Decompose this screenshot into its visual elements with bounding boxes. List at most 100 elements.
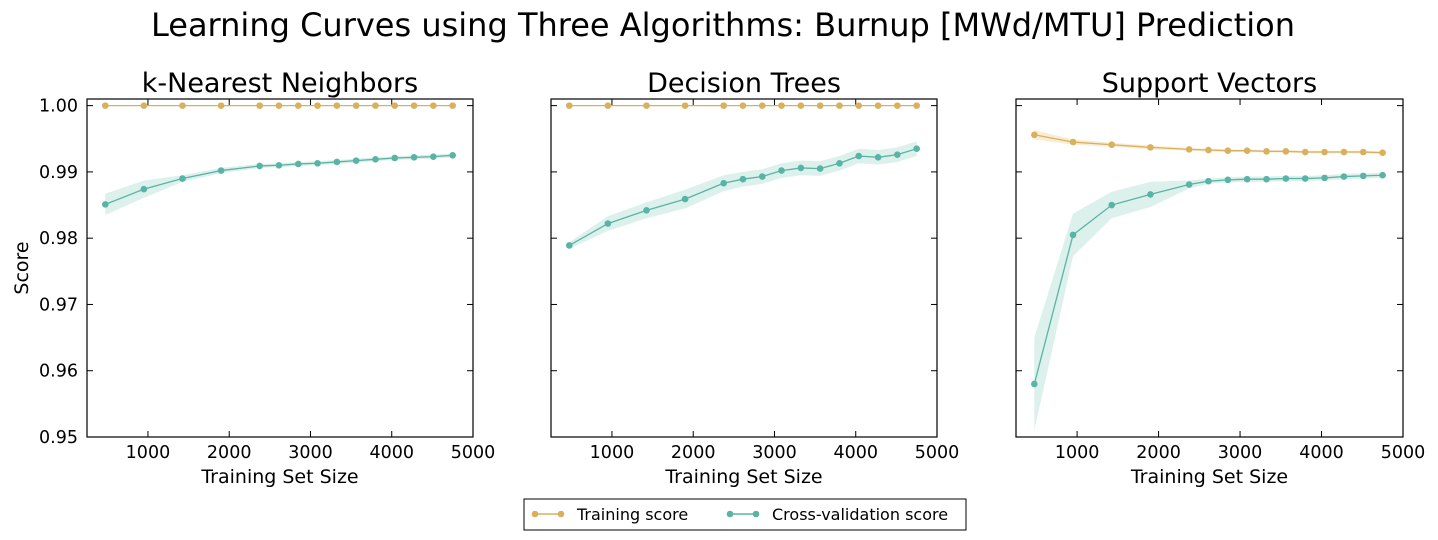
data-point [1282, 175, 1290, 182]
data-point [1224, 176, 1232, 184]
data-point [275, 161, 283, 169]
data-point [1147, 191, 1154, 198]
data-point [352, 102, 360, 109]
data-point [894, 102, 901, 109]
panel-knn: k-Nearest Neighbors 1000 2000 3000 4000 5000 0… [11, 68, 495, 488]
data-point [391, 102, 399, 109]
data-point [855, 152, 863, 160]
data-point [1205, 177, 1212, 185]
x-tick-label: 2000 [671, 443, 716, 463]
data-point [816, 102, 824, 109]
data-point [1185, 181, 1193, 188]
data-point [256, 102, 263, 109]
data-point [1185, 146, 1193, 153]
x-axis-label: Training Set Size [1130, 466, 1288, 488]
x-tick-label: 4000 [833, 443, 878, 463]
data-point [1359, 172, 1367, 180]
data-point [604, 102, 612, 109]
data-point [1263, 148, 1270, 155]
x-tick-label: 1000 [590, 443, 635, 463]
data-point [720, 102, 727, 109]
data-point [1031, 131, 1038, 139]
subplot-title: k-Nearest Neighbors [142, 68, 418, 99]
data-point [140, 102, 148, 109]
data-point [1282, 148, 1290, 155]
y-axis-label: Score [11, 241, 33, 294]
data-point [758, 102, 766, 109]
data-point [101, 102, 109, 109]
data-point [643, 207, 650, 214]
data-point [140, 185, 148, 193]
legend-cv-marker [726, 510, 734, 518]
y-tick-label: 0.95 [39, 428, 78, 448]
data-point [758, 173, 766, 180]
data-point [333, 158, 341, 166]
data-point [314, 159, 321, 167]
data-point [1321, 174, 1328, 182]
data-point [1340, 173, 1348, 180]
data-point [410, 154, 418, 161]
y-tick-label: 0.98 [39, 229, 78, 249]
axes-frame [86, 98, 474, 438]
data-point [739, 102, 747, 109]
x-axis-label: Training Set Size [664, 466, 822, 488]
data-point [256, 162, 263, 170]
data-point [797, 164, 805, 172]
data-point [275, 102, 283, 109]
figure-title: Learning Curves using Three Algorithms: … [151, 6, 1295, 44]
data-point [681, 195, 689, 203]
panel-support-vectors: Support Vectors 1000 2000 3000 4000 5000 Train… [1015, 68, 1425, 488]
data-point [391, 154, 399, 162]
legend: Training score Cross-validation score [523, 498, 967, 531]
x-tick-label: 1000 [1055, 443, 1100, 463]
panel-decision-trees: Decision Trees 1000 2000 3000 4000 5000 Traini… [550, 68, 959, 488]
data-point [217, 102, 225, 109]
data-point [294, 102, 302, 109]
data-point [294, 160, 302, 168]
data-point [333, 102, 341, 109]
data-point [1243, 175, 1251, 183]
x-tick-label: 2000 [1136, 443, 1181, 463]
legend-training-label: Training score [576, 505, 688, 524]
data-point [1301, 148, 1309, 156]
data-point [874, 102, 882, 109]
legend-cv-label: Cross-validation score [772, 505, 948, 524]
legend-cv-marker [752, 510, 760, 518]
data-point [217, 167, 225, 174]
y-tick-label: 1.00 [39, 97, 78, 117]
data-point [565, 102, 573, 109]
data-point [913, 102, 920, 109]
axes-frame [1015, 98, 1404, 438]
data-point [372, 102, 379, 109]
data-point [449, 102, 456, 109]
data-point [1321, 148, 1328, 156]
x-tick-label: 3000 [288, 443, 333, 463]
data-point [430, 102, 437, 109]
subplot-title: Support Vectors [1102, 68, 1317, 99]
data-point [894, 151, 901, 158]
data-point [836, 102, 843, 109]
data-point [1263, 175, 1270, 183]
data-point [1224, 147, 1232, 154]
data-point [643, 102, 650, 109]
data-point [816, 165, 824, 172]
x-tick-label: 3000 [752, 443, 797, 463]
data-point [778, 167, 785, 174]
x-axis-label: Training Set Size [200, 466, 358, 488]
data-point [913, 145, 920, 153]
legend-training-marker [557, 510, 565, 518]
data-point [314, 102, 321, 109]
data-point [1147, 144, 1154, 151]
y-tick-label: 0.97 [39, 295, 78, 315]
data-point [681, 102, 689, 109]
data-point [836, 159, 843, 167]
data-point [1340, 148, 1348, 156]
data-point [1379, 171, 1386, 179]
x-tick-label: 4000 [369, 443, 414, 463]
data-point [372, 156, 379, 163]
data-point [430, 153, 437, 160]
data-point [855, 102, 863, 109]
data-point [604, 220, 612, 227]
data-point [179, 102, 186, 109]
